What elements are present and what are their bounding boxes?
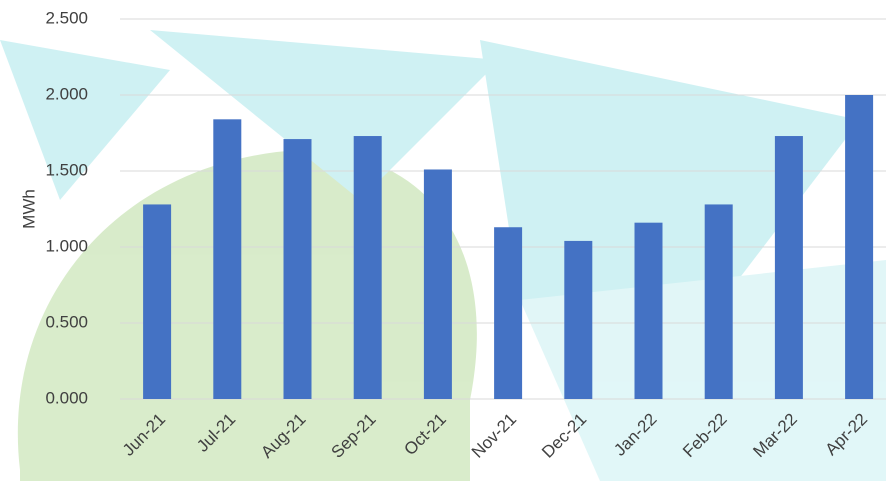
y-tick-label: 0.000 (45, 388, 88, 407)
bar (423, 169, 452, 399)
y-tick-label: 0.500 (45, 312, 88, 331)
bar (143, 204, 172, 399)
bar (283, 139, 312, 399)
bar (634, 222, 663, 399)
bar (213, 119, 242, 399)
y-tick-label: 1.500 (45, 160, 88, 179)
bar (353, 136, 382, 400)
y-tick-label: 2.500 (45, 8, 88, 27)
bar (494, 227, 523, 399)
y-tick-label: 1.000 (45, 236, 88, 255)
x-tick-label: Nov-21 (468, 410, 520, 462)
bar (845, 95, 874, 399)
bar (564, 240, 593, 399)
y-tick-label: 2.000 (45, 84, 88, 103)
bar (704, 204, 733, 399)
bar (774, 136, 803, 400)
y-axis-label: MWh (19, 189, 38, 229)
